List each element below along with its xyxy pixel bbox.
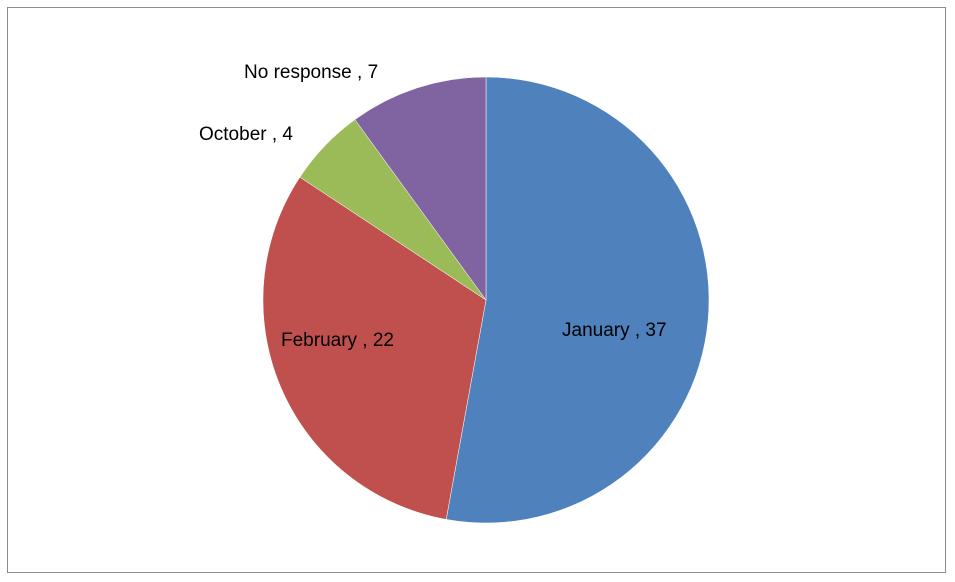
slice-label-february: February , 22 <box>281 330 394 351</box>
slice-label-january: January , 37 <box>562 320 667 341</box>
slice-label-no-response: No response , 7 <box>244 62 378 83</box>
pie-slice-january <box>445 76 710 524</box>
slice-label-october: October , 4 <box>199 124 293 145</box>
pie-slices <box>262 76 710 524</box>
pie-slice-february <box>262 176 487 520</box>
pie-slice-no-response <box>354 76 487 301</box>
